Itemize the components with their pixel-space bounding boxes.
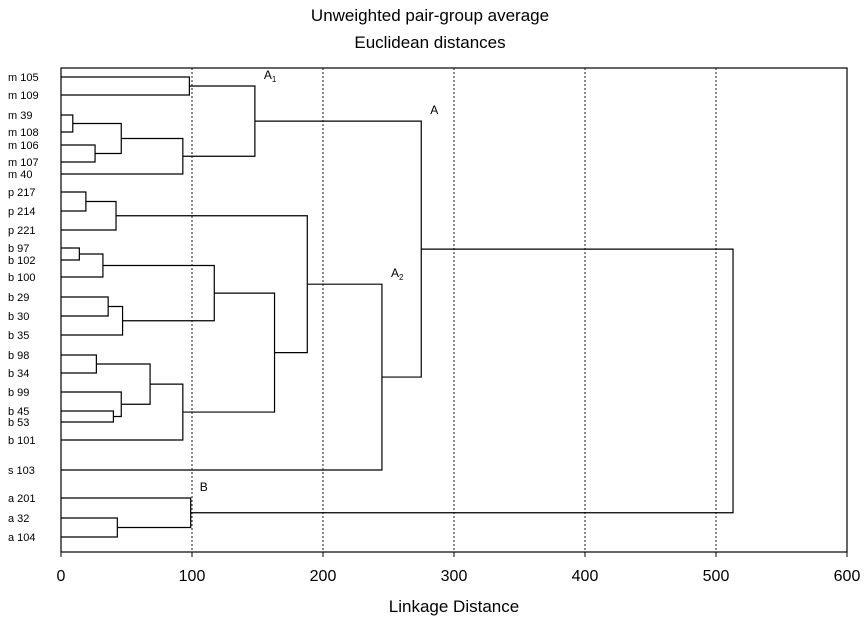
merge-branch <box>182 85 256 157</box>
merge-branch <box>254 120 422 378</box>
leaf-label: b 100 <box>8 272 36 284</box>
merge-branch <box>72 122 122 155</box>
x-tick-label: 400 <box>572 568 599 585</box>
leaf-label: b 53 <box>8 417 29 429</box>
merge-branch <box>61 296 109 317</box>
merge-branch <box>61 391 122 418</box>
gridlines <box>191 68 717 552</box>
merge-branch <box>61 354 97 374</box>
merge-branch <box>96 363 151 405</box>
x-axis-ticks: 0 100 200 300 400 500 600 <box>57 552 861 585</box>
leaf-label: m 108 <box>8 127 39 139</box>
leaf-label: a 201 <box>8 493 36 505</box>
cluster-labels: A1 A2 A B <box>200 68 439 494</box>
leaf-label: b 34 <box>8 368 29 380</box>
merge-branch <box>61 305 124 336</box>
leaf-label: p 217 <box>8 187 36 199</box>
leaf-label: b 98 <box>8 350 29 362</box>
cluster-label: A1 <box>264 68 277 84</box>
merge-branch <box>61 191 87 212</box>
leaf-label: m 109 <box>8 90 39 102</box>
merge-branch <box>61 114 74 133</box>
chart-title-line-2: Euclidean distances <box>354 33 505 52</box>
leaf-label: m 107 <box>8 157 39 169</box>
leaf-label: b 29 <box>8 292 29 304</box>
merge-branch <box>61 517 118 538</box>
chart-title-line-1: Unweighted pair-group average <box>311 6 549 25</box>
merge-branch <box>61 247 80 261</box>
leaf-label: m 105 <box>8 72 39 84</box>
leaf-label: b 97 <box>8 243 29 255</box>
cluster-label: A <box>430 103 438 117</box>
merge-branch <box>61 144 96 163</box>
merge-branch <box>61 283 383 471</box>
leaf-label: m 106 <box>8 140 39 152</box>
leaf-label: b 30 <box>8 311 29 323</box>
cluster-label: A2 <box>391 266 404 282</box>
merge-branch <box>116 215 308 354</box>
merge-branch <box>102 264 215 322</box>
merge-branch <box>61 253 104 278</box>
x-tick-label: 300 <box>441 568 468 585</box>
x-tick-label: 600 <box>834 568 861 585</box>
leaf-label: a 104 <box>8 532 36 544</box>
cluster-label: B <box>200 480 208 494</box>
x-tick-label: 200 <box>310 568 337 585</box>
leaf-label: m 40 <box>8 169 32 181</box>
merge-branch <box>61 410 114 423</box>
merge-branch <box>61 200 117 231</box>
leaf-label: p 214 <box>8 206 36 218</box>
merge-branch <box>182 292 276 413</box>
leaf-label: b 35 <box>8 330 29 342</box>
leaf-label: s 103 <box>8 465 35 477</box>
merge-branch <box>190 248 734 514</box>
x-tick-label: 0 <box>57 568 66 585</box>
merge-branch <box>61 137 184 175</box>
leaf-label: b 99 <box>8 387 29 399</box>
x-tick-label: 500 <box>703 568 730 585</box>
leaf-label: b 102 <box>8 255 36 267</box>
x-axis-title: Linkage Distance <box>389 597 519 616</box>
dendrogram-branches <box>61 76 734 538</box>
leaf-label: b 101 <box>8 435 36 447</box>
leaf-label: a 32 <box>8 513 29 525</box>
leaf-label: b 45 <box>8 406 29 418</box>
leaf-label: p 221 <box>8 225 36 237</box>
merge-branch <box>61 76 190 96</box>
leaf-label: m 39 <box>8 110 32 122</box>
merge-branch <box>61 497 192 529</box>
x-tick-label: 100 <box>179 568 206 585</box>
